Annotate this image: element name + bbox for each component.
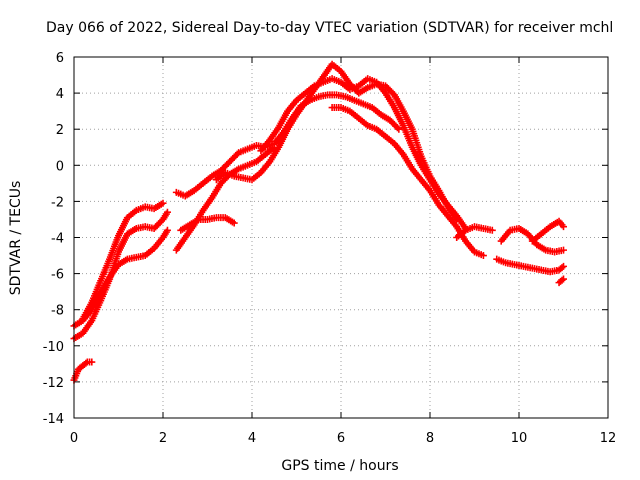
series-track-10 [328, 104, 487, 260]
x-axis-label: GPS time / hours [281, 458, 398, 474]
data-point [159, 199, 167, 207]
series-track-2 [70, 208, 171, 343]
grid [74, 57, 608, 418]
data-point [163, 226, 171, 234]
y-tick-label: -12 [43, 376, 64, 391]
data-point [560, 246, 567, 254]
series-track-6 [177, 214, 238, 234]
series-track-8 [212, 60, 461, 223]
data-point [393, 124, 401, 132]
y-tick-label: -6 [51, 268, 64, 283]
data-point [233, 150, 241, 158]
series-track-4 [70, 358, 96, 384]
data-point [88, 358, 96, 366]
x-tick-label: 4 [248, 431, 256, 446]
data-point [558, 276, 566, 284]
series-track-9 [257, 75, 470, 232]
chart-title: Day 066 of 2022, Sidereal Day-to-day VTE… [46, 20, 613, 36]
data-point [479, 252, 487, 260]
data-point [163, 208, 171, 216]
x-tick-label: 8 [426, 431, 434, 446]
y-tick-label: 0 [56, 159, 64, 174]
x-tick-label: 12 [600, 431, 617, 446]
data-point [560, 275, 567, 283]
data-point [560, 262, 567, 270]
x-tick-label: 10 [511, 431, 528, 446]
series-track-11 [453, 223, 496, 241]
data-point [82, 359, 90, 367]
y-tick-label: 4 [56, 87, 64, 102]
series-track-15 [555, 275, 567, 287]
data-point [558, 264, 566, 272]
x-tick-label: 2 [159, 431, 167, 446]
data-point [488, 226, 496, 234]
data-point [389, 89, 397, 97]
series-track-14 [528, 217, 567, 245]
y-tick-label: -8 [51, 304, 64, 319]
y-tick-label: 2 [56, 123, 64, 138]
y-axis-ticks: -14 -12 -10 -8 -6 -4 -2 0 2 4 6 [43, 51, 608, 427]
y-tick-label: 6 [56, 51, 64, 66]
y-axis-label: SDTVAR / TECUs [8, 181, 24, 296]
x-axis-ticks: 0 2 4 6 8 10 12 [70, 57, 616, 446]
data-point [230, 219, 238, 227]
series-track-3 [79, 199, 167, 323]
plot-frame [73, 56, 609, 419]
y-tick-label: -4 [51, 232, 64, 247]
x-tick-label: 0 [70, 431, 78, 446]
series-track-1 [70, 226, 171, 330]
y-tick-label: -10 [43, 340, 64, 355]
y-tick-label: -14 [43, 412, 64, 427]
data-point [560, 223, 567, 231]
data-point [395, 125, 403, 133]
data-markers [70, 60, 567, 384]
series-track-13 [493, 255, 567, 276]
x-tick-label: 6 [337, 431, 345, 446]
y-tick-label: -2 [51, 195, 64, 210]
